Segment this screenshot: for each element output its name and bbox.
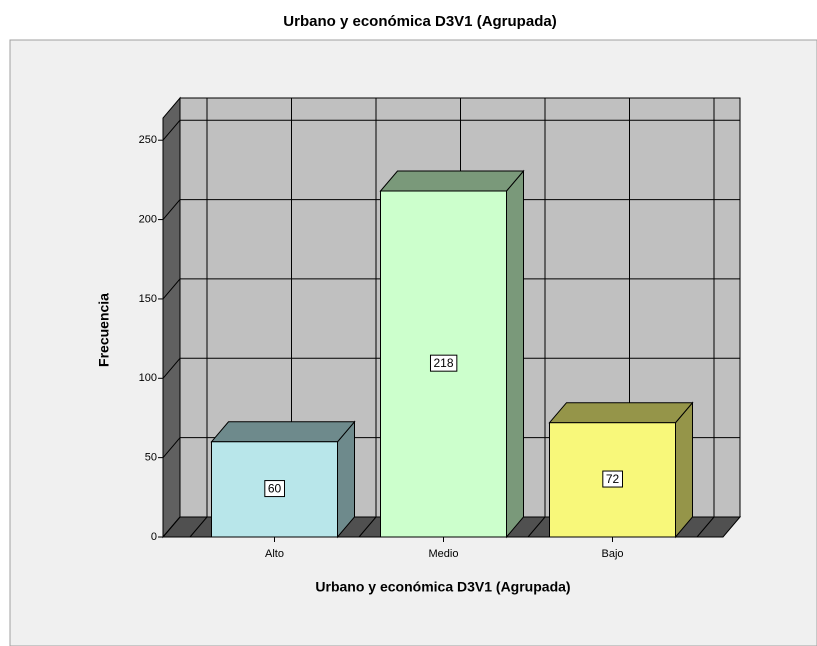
side-grid-line bbox=[162, 357, 181, 379]
bar-top bbox=[210, 421, 356, 443]
y-axis-label: Frecuencia bbox=[96, 293, 112, 367]
side-grid-line bbox=[162, 199, 181, 220]
data-label-box bbox=[264, 480, 285, 498]
x-tick-label: Bajo bbox=[601, 548, 623, 560]
data-label: 218 bbox=[433, 356, 453, 370]
side-grid-line bbox=[162, 278, 181, 300]
data-label: 72 bbox=[606, 472, 620, 486]
x-tick-label: Alto bbox=[265, 548, 284, 560]
x-axis-label: Urbano y económica D3V1 (Agrupada) bbox=[315, 579, 570, 595]
side-grid-line bbox=[162, 119, 181, 141]
y-tick-label: 200 bbox=[139, 213, 157, 225]
chart-title: Urbano y económica D3V1 (Agrupada) bbox=[283, 13, 556, 30]
y-tick-label: 50 bbox=[145, 452, 157, 464]
floor-line bbox=[189, 516, 208, 538]
y-tick-label: 0 bbox=[151, 531, 157, 543]
bar-top bbox=[548, 402, 694, 424]
data-label-box bbox=[429, 354, 458, 372]
floor-line bbox=[696, 516, 715, 538]
side-grid-line bbox=[162, 437, 181, 458]
x-tick-label: Medio bbox=[429, 548, 459, 560]
y-tick-label: 100 bbox=[139, 372, 157, 384]
y-tick-label: 150 bbox=[139, 293, 157, 305]
floor-line bbox=[358, 516, 377, 538]
side-wall bbox=[162, 96, 181, 539]
floor-line bbox=[527, 516, 546, 538]
data-label: 60 bbox=[268, 482, 282, 496]
data-label-box bbox=[602, 470, 623, 488]
bar-side bbox=[506, 169, 524, 539]
side-grid-line bbox=[162, 516, 181, 538]
y-tick-label: 250 bbox=[139, 134, 157, 146]
bar-top bbox=[379, 170, 525, 192]
bar-side bbox=[675, 401, 693, 539]
